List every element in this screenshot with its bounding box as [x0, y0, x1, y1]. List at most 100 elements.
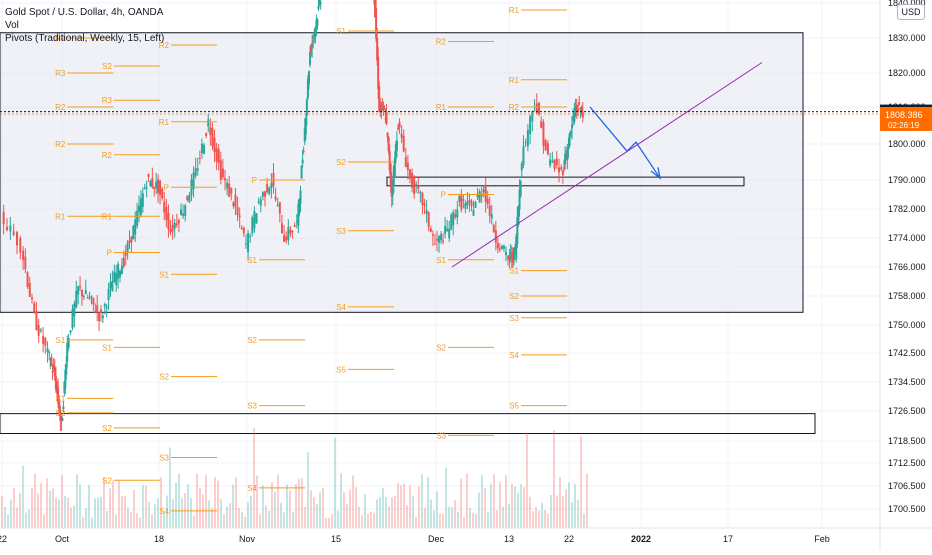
- legend-volume[interactable]: Vol: [5, 20, 19, 31]
- volume-bar: [166, 495, 168, 528]
- candle-body: [101, 315, 104, 319]
- volume-bar: [331, 514, 333, 528]
- volume-bar: [142, 484, 144, 528]
- candle-body: [558, 167, 560, 173]
- volume-bar: [85, 508, 87, 528]
- candle-body: [513, 247, 515, 261]
- volume-bar: [79, 484, 81, 528]
- volume-bar: [205, 474, 207, 528]
- candle-body: [490, 214, 493, 219]
- x-tick-label: Dec: [428, 534, 445, 544]
- pivot-label-s5: S5: [336, 365, 346, 374]
- pivot-label-s2: S2: [159, 373, 169, 382]
- candle-body: [285, 236, 288, 241]
- candle-body: [169, 228, 172, 233]
- candle-body: [213, 137, 216, 153]
- volume-bar: [37, 493, 39, 528]
- candle-body: [182, 213, 185, 216]
- candle-body: [242, 227, 245, 234]
- legend-pivots[interactable]: Pivots (Traditional, Weekly, 15, Left): [5, 33, 165, 44]
- volume-bar: [574, 484, 576, 528]
- volume-bar: [328, 517, 330, 528]
- candle-body: [65, 364, 68, 375]
- candle-body: [302, 150, 305, 152]
- candle-body: [141, 193, 144, 207]
- candle-body: [126, 242, 129, 254]
- candle-body: [498, 248, 501, 250]
- candle-body: [448, 228, 451, 238]
- candle-body: [203, 144, 206, 154]
- pivot-label-r1: R1: [55, 212, 66, 221]
- volume-bar: [511, 483, 513, 528]
- volume-bar: [472, 512, 474, 528]
- volume-bar: [490, 483, 492, 528]
- candle-body: [261, 192, 264, 197]
- candle-body: [151, 177, 154, 188]
- volume-bar: [568, 482, 570, 528]
- volume-bar: [292, 511, 294, 528]
- volume-bar: [319, 492, 321, 528]
- candle-body: [186, 196, 189, 201]
- candle-body: [188, 195, 191, 203]
- volume-bar: [556, 495, 558, 528]
- volume-bar: [442, 513, 444, 528]
- volume-bar: [19, 492, 21, 528]
- y-tick-label: 1758.000: [888, 291, 926, 301]
- y-tick-label: 1800.000: [888, 139, 926, 149]
- candle-body: [500, 245, 503, 249]
- y-tick-label: 1718.500: [888, 436, 926, 446]
- y-tick-label: 1782.000: [888, 204, 926, 214]
- volume-bar: [322, 488, 324, 528]
- volume-bar: [505, 475, 507, 528]
- candle-body: [251, 217, 254, 234]
- volume-bar: [508, 503, 510, 528]
- candles: [2, 0, 584, 432]
- candle-body: [200, 143, 203, 154]
- candle-body: [396, 127, 399, 129]
- candle-body: [389, 163, 392, 185]
- candle-body: [138, 205, 141, 212]
- candle-body: [480, 193, 483, 197]
- candle-body: [35, 310, 38, 330]
- volume-bar: [223, 514, 225, 528]
- volume-bar: [370, 511, 372, 528]
- candle-body: [438, 236, 441, 243]
- candle-body: [96, 305, 99, 312]
- candle-body: [289, 229, 292, 234]
- volume-bar: [514, 486, 516, 528]
- candle-body: [22, 250, 25, 261]
- volume-bar: [193, 515, 195, 528]
- volume-bar: [199, 487, 201, 528]
- volume-bar: [451, 507, 453, 528]
- volume-bar: [421, 474, 423, 528]
- volume-bar: [418, 486, 420, 528]
- candle-body: [64, 369, 67, 389]
- volume-bar: [310, 490, 312, 528]
- candle-body: [24, 256, 27, 270]
- candle-body: [393, 157, 396, 178]
- volume-bar: [181, 498, 183, 528]
- candle-body: [476, 195, 479, 198]
- pivot-label-r1: R1: [102, 212, 113, 221]
- pivot-label-r3: R3: [102, 96, 113, 105]
- candle-body: [446, 228, 449, 232]
- candle-body: [105, 306, 108, 308]
- candle-body: [314, 27, 317, 37]
- candle-body: [551, 160, 554, 163]
- candle-body: [266, 184, 269, 193]
- volume-bar: [388, 506, 390, 528]
- volume-bar: [523, 487, 525, 528]
- candle-body: [28, 282, 31, 297]
- candle-body: [316, 19, 319, 26]
- volume-bar: [82, 516, 84, 528]
- volume-bar: [547, 513, 549, 528]
- legend-symbol[interactable]: Gold Spot / U.S. Dollar, 4h, OANDA: [5, 7, 164, 18]
- candle-body: [259, 199, 262, 206]
- volume-bar: [226, 506, 228, 528]
- candle-body: [478, 191, 481, 203]
- currency-badge[interactable]: USD: [897, 4, 925, 20]
- candle-body: [452, 212, 455, 226]
- candle-body: [143, 187, 146, 189]
